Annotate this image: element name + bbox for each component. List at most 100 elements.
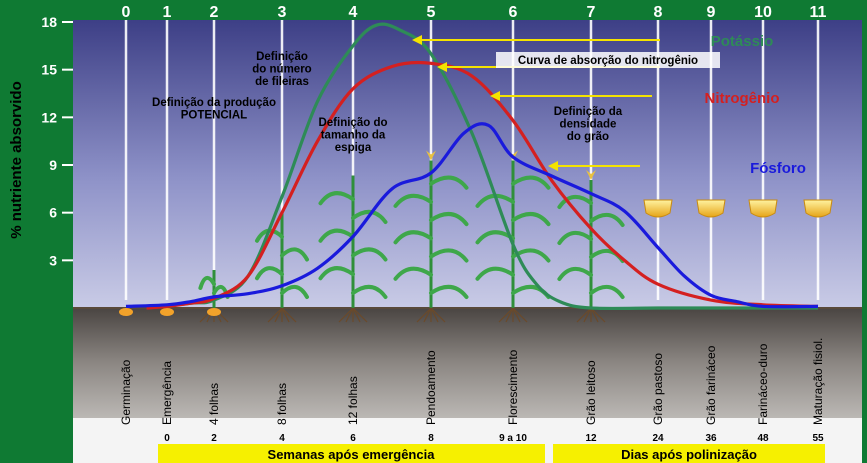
corn-root bbox=[498, 307, 514, 323]
corn-plant bbox=[318, 175, 388, 323]
stage-name-label: Maturação fisiol. bbox=[811, 338, 825, 425]
caption-right-box bbox=[553, 444, 825, 463]
stage-name-label: Farináceo-duro bbox=[756, 343, 770, 425]
corn-leaf bbox=[351, 247, 388, 262]
arrow-head-0 bbox=[412, 35, 422, 45]
arrow-head-3 bbox=[548, 161, 558, 171]
corn-leaf bbox=[318, 266, 355, 281]
x-number-label: 2 bbox=[211, 433, 217, 444]
corn-leaf bbox=[255, 266, 284, 281]
caption-weeks: Semanas após emergência bbox=[268, 447, 436, 462]
corn-root bbox=[352, 307, 361, 323]
corn-root bbox=[590, 307, 599, 323]
corn-plant bbox=[255, 213, 309, 323]
x-number-label: 6 bbox=[350, 433, 356, 444]
stage-name-label: Emergência bbox=[160, 361, 174, 425]
seed-icon-1 bbox=[160, 308, 174, 316]
seed-icon-2 bbox=[207, 308, 221, 316]
corn-root bbox=[345, 307, 354, 323]
corn-root bbox=[512, 307, 528, 323]
stage-name-label: 8 folhas bbox=[275, 383, 289, 425]
corn-root bbox=[505, 307, 514, 323]
y-tick-label-9: 9 bbox=[49, 157, 57, 173]
nutrient-curves bbox=[125, 22, 819, 311]
corn-leaf bbox=[429, 248, 469, 263]
corn-leaf bbox=[280, 285, 309, 299]
corn-leaf bbox=[393, 230, 433, 245]
corn-tassel bbox=[426, 150, 436, 161]
annotation-background bbox=[496, 52, 720, 68]
y-axis-title: % nutriente absorvido bbox=[8, 81, 25, 239]
caption-days: Dias após polinização bbox=[621, 447, 757, 462]
corn-root bbox=[274, 307, 283, 323]
seed-icons bbox=[119, 308, 221, 316]
annotation-line: Curva de absorção do nitrogênio bbox=[518, 55, 698, 67]
x-number-label: 0 bbox=[164, 433, 170, 444]
corn-root bbox=[281, 307, 290, 323]
y-tick-label-18: 18 bbox=[41, 14, 57, 30]
corn-leaf bbox=[511, 175, 551, 190]
corn-leaf bbox=[557, 267, 593, 281]
x-number-label: 4 bbox=[279, 433, 285, 444]
annotation-line: espiga bbox=[335, 142, 372, 154]
stage-number-7: 7 bbox=[587, 4, 596, 21]
corn-root bbox=[281, 307, 297, 323]
corn-root bbox=[352, 307, 368, 323]
stage-number-3: 3 bbox=[278, 4, 287, 21]
stage-number-9: 9 bbox=[707, 4, 716, 21]
stage-name-label: Grão leitoso bbox=[584, 360, 598, 425]
stage-number-row: 0 1 2 3 4 5 6 7 8 9 10 11 bbox=[122, 4, 827, 21]
corn-leaf bbox=[280, 247, 309, 262]
stage-name-label: Grão pastoso bbox=[651, 353, 665, 425]
corn-root bbox=[416, 307, 432, 323]
corn-leaf bbox=[475, 266, 515, 281]
arrow-head-1 bbox=[437, 62, 447, 72]
corn-leaf bbox=[351, 285, 388, 299]
corn-root bbox=[576, 307, 592, 323]
x-number-label: 9 a 10 bbox=[499, 433, 527, 444]
corn-leaf bbox=[511, 212, 551, 227]
annotation-line: de fileiras bbox=[255, 76, 309, 88]
annotation-line: Definição da produção bbox=[152, 97, 276, 109]
x-number-label: 36 bbox=[705, 433, 717, 444]
corn-root bbox=[423, 307, 432, 323]
corn-leaf bbox=[557, 195, 593, 209]
stage-number-4: 4 bbox=[349, 4, 358, 21]
y-tick-label-15: 15 bbox=[41, 62, 57, 78]
annotation-line: do número bbox=[252, 64, 311, 76]
arrow-head-2 bbox=[490, 91, 500, 101]
stage-number-6: 6 bbox=[509, 4, 518, 21]
x-number-label: 48 bbox=[757, 433, 769, 444]
grain-kernel-icon-2 bbox=[748, 199, 778, 218]
stage-name-label: Pendoamento bbox=[424, 350, 438, 425]
grain-kernel-icon-3 bbox=[803, 199, 833, 218]
series-labels: Potássio Nitrogênio Fósforo bbox=[705, 33, 806, 177]
stage-name-labels: Germinação Emergência 4 folhas 8 folhas 12 f… bbox=[119, 338, 825, 425]
annotation-line: Definição bbox=[256, 51, 308, 63]
corn-leaf bbox=[393, 266, 433, 281]
series-label-potássio: Potássio bbox=[711, 33, 774, 50]
stage-name-label: Florescimento bbox=[506, 349, 520, 425]
corn-leaf bbox=[198, 276, 216, 290]
corn-leaf bbox=[429, 212, 469, 227]
x-number-label: 12 bbox=[585, 433, 597, 444]
corn-leaf bbox=[557, 231, 593, 245]
plot-background bbox=[73, 20, 862, 308]
corn-leaf bbox=[589, 285, 625, 299]
annotations: Definição da produçãoPOTENCIALDefiniçãod… bbox=[152, 51, 720, 154]
annotation-line: tamanho da bbox=[321, 130, 386, 142]
stage-name-label: Grão farináceo bbox=[704, 345, 718, 425]
corn-root bbox=[430, 307, 446, 323]
stage-number-5: 5 bbox=[427, 4, 436, 21]
corn-leaf bbox=[318, 228, 355, 243]
stage-number-0: 0 bbox=[122, 4, 131, 21]
y-tick-label-12: 12 bbox=[41, 109, 57, 125]
y-tick-label-3: 3 bbox=[49, 252, 57, 268]
corn-leaf bbox=[589, 213, 625, 227]
seed-icon-0 bbox=[119, 308, 133, 316]
corn-root bbox=[512, 307, 521, 323]
corn-leaf bbox=[393, 193, 433, 208]
corn-tassel bbox=[586, 170, 596, 180]
